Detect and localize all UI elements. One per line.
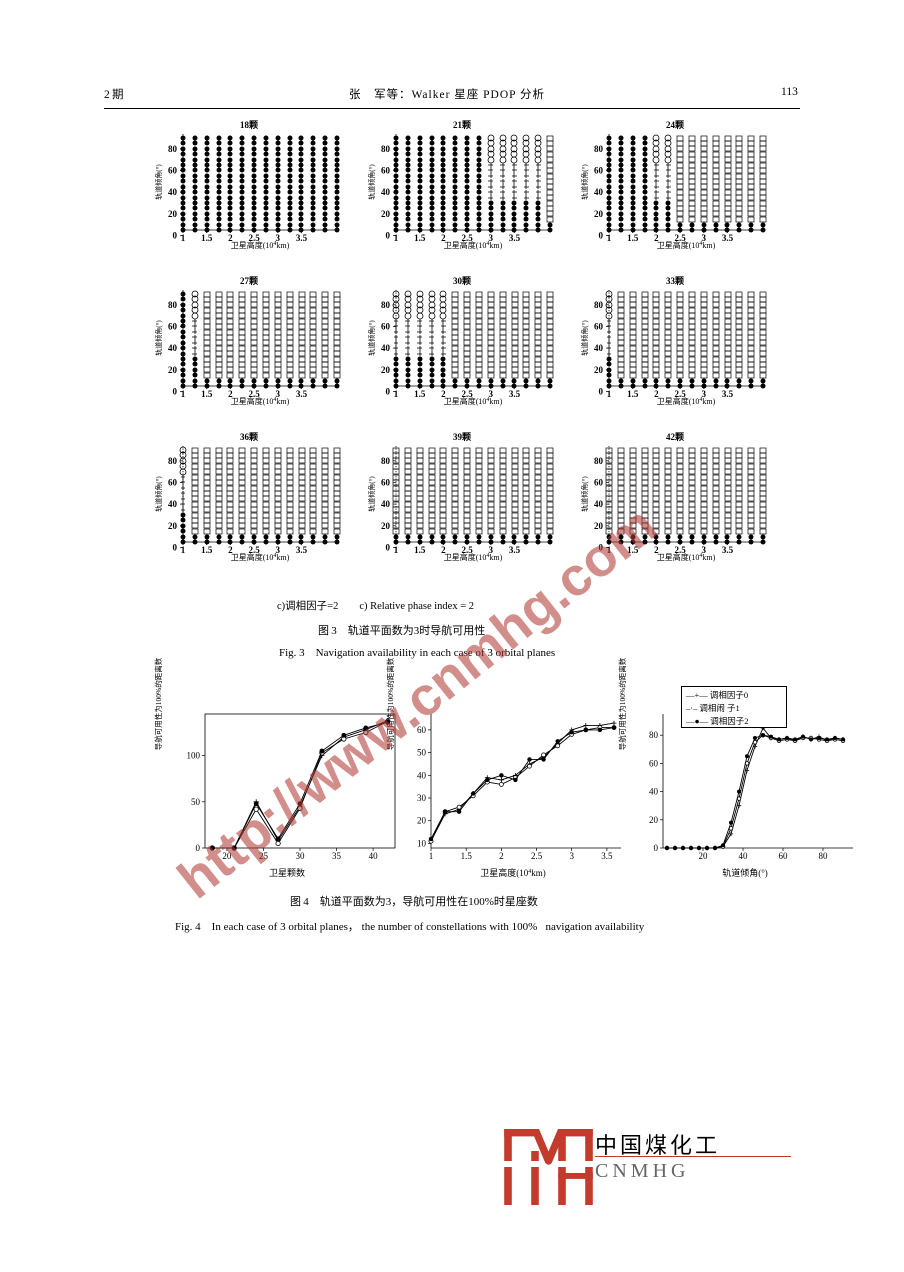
svg-text:40: 40 (649, 787, 659, 797)
svg-text:40: 40 (369, 851, 379, 861)
svg-text:20: 20 (649, 815, 659, 825)
svg-text:80: 80 (594, 300, 604, 310)
svg-text:20: 20 (594, 209, 604, 219)
svg-text:30: 30 (417, 793, 427, 803)
svg-text:80: 80 (381, 144, 391, 154)
svg-text:80: 80 (168, 456, 178, 466)
svg-text:20: 20 (381, 209, 391, 219)
svg-text:40: 40 (594, 187, 604, 197)
svg-text:40: 40 (381, 187, 391, 197)
svg-text:0: 0 (386, 230, 391, 240)
svg-text:60: 60 (594, 166, 604, 176)
svg-text:20: 20 (699, 851, 709, 861)
svg-text:0: 0 (173, 542, 178, 552)
svg-text:80: 80 (819, 851, 829, 861)
svg-text:25: 25 (259, 851, 269, 861)
svg-text:0: 0 (654, 843, 659, 853)
svg-text:20: 20 (168, 209, 178, 219)
svg-text:0: 0 (173, 386, 178, 396)
svg-text:35: 35 (332, 851, 342, 861)
svg-text:0: 0 (196, 843, 201, 853)
svg-text:60: 60 (594, 478, 604, 488)
svg-text:3: 3 (569, 851, 574, 861)
svg-text:20: 20 (381, 521, 391, 531)
svg-text:2: 2 (499, 851, 504, 861)
svg-text:60: 60 (594, 322, 604, 332)
svg-text:60: 60 (417, 725, 427, 735)
svg-text:40: 40 (168, 187, 178, 197)
svg-text:0: 0 (599, 386, 604, 396)
svg-text:20: 20 (222, 851, 232, 861)
svg-text:2.5: 2.5 (531, 851, 543, 861)
svg-text:80: 80 (168, 300, 178, 310)
svg-text:20: 20 (594, 365, 604, 375)
svg-text:0: 0 (386, 542, 391, 552)
svg-text:0: 0 (599, 230, 604, 240)
svg-text:60: 60 (168, 478, 178, 488)
svg-text:50: 50 (191, 797, 201, 807)
svg-text:1.5: 1.5 (461, 851, 473, 861)
svg-text:0: 0 (599, 542, 604, 552)
svg-text:50: 50 (417, 748, 427, 758)
svg-text:40: 40 (381, 499, 391, 509)
svg-text:60: 60 (168, 166, 178, 176)
svg-text:20: 20 (168, 365, 178, 375)
svg-text:3.5: 3.5 (601, 851, 613, 861)
svg-text:0: 0 (173, 230, 178, 240)
svg-text:60: 60 (779, 851, 789, 861)
svg-text:0: 0 (386, 386, 391, 396)
svg-text:60: 60 (649, 758, 659, 768)
svg-text:40: 40 (594, 343, 604, 353)
svg-text:60: 60 (381, 322, 391, 332)
svg-text:20: 20 (381, 365, 391, 375)
svg-text:80: 80 (381, 456, 391, 466)
svg-text:40: 40 (168, 499, 178, 509)
svg-text:40: 40 (417, 770, 427, 780)
svg-text:10: 10 (417, 839, 427, 849)
svg-text:80: 80 (168, 144, 178, 154)
svg-text:60: 60 (168, 322, 178, 332)
svg-text:40: 40 (381, 343, 391, 353)
svg-text:40: 40 (168, 343, 178, 353)
svg-text:20: 20 (168, 521, 178, 531)
svg-text:20: 20 (594, 521, 604, 531)
svg-text:20: 20 (417, 816, 427, 826)
svg-text:80: 80 (594, 456, 604, 466)
svg-text:80: 80 (594, 144, 604, 154)
svg-text:30: 30 (296, 851, 306, 861)
svg-text:60: 60 (381, 166, 391, 176)
svg-text:40: 40 (594, 499, 604, 509)
svg-text:80: 80 (381, 300, 391, 310)
svg-text:100: 100 (187, 751, 201, 761)
svg-text:40: 40 (739, 851, 749, 861)
svg-text:80: 80 (649, 730, 659, 740)
svg-text:1: 1 (429, 851, 434, 861)
svg-text:60: 60 (381, 478, 391, 488)
